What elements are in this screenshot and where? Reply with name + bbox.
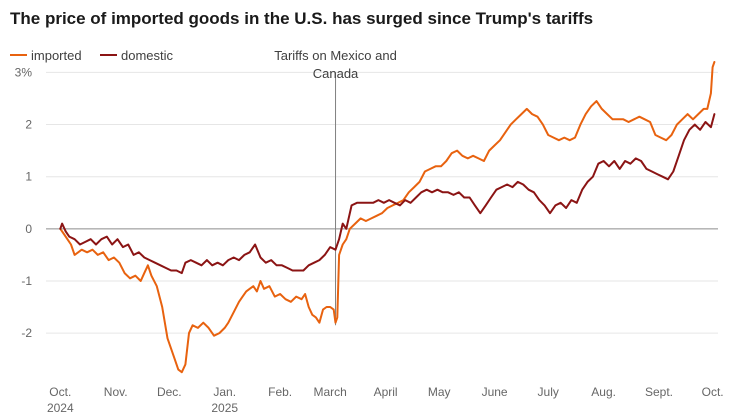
x-tick-label: April	[374, 385, 398, 399]
x-tick-label: Feb.	[268, 385, 292, 399]
series-line-imported	[59, 61, 716, 374]
y-tick-label: 1	[25, 170, 32, 184]
annotation: Tariffs on Mexico and Canada	[274, 48, 397, 326]
y-tick-label: 2	[25, 118, 32, 132]
x-tick-label: Sept.	[645, 385, 673, 399]
y-tick-label: -2	[21, 326, 32, 340]
y-tick-label: -1	[21, 274, 32, 288]
x-tick-label: June	[482, 385, 508, 399]
x-tick-label: Oct.	[49, 385, 71, 399]
annotation-label-line-1: Tariffs on Mexico and	[274, 48, 397, 63]
y-tick-label: 0	[25, 222, 32, 236]
annotation-label-line-2: Canada	[313, 66, 359, 81]
x-axis-tick-labels: Oct. 2024 Nov. Dec. Jan. 2025 Feb. March April Ma…	[47, 385, 724, 415]
x-tick-label: July	[538, 385, 559, 399]
x-tick-label: Jan.	[213, 385, 236, 399]
x-tick-sublabel: 2024	[47, 401, 74, 415]
legend-label-imported: imported	[31, 48, 82, 63]
x-tick-sublabel: 2025	[211, 401, 238, 415]
gridlines	[46, 71, 718, 334]
legend: imported domestic	[10, 48, 174, 63]
x-tick-label: Dec.	[157, 385, 182, 399]
x-tick-label: March	[313, 385, 346, 399]
x-tick-label: May	[428, 385, 451, 399]
legend-label-domestic: domestic	[121, 48, 174, 63]
x-tick-label: Aug.	[591, 385, 616, 399]
y-axis-tick-labels: 3% 2 1 0 -1 -2	[15, 65, 33, 340]
x-tick-label: Nov.	[104, 385, 128, 399]
series-lines	[59, 61, 716, 374]
series-line-domestic	[59, 113, 716, 275]
x-tick-label: Oct.	[702, 385, 724, 399]
chart-title: The price of imported goods in the U.S. …	[10, 9, 593, 28]
y-tick-label: 3%	[15, 65, 33, 79]
